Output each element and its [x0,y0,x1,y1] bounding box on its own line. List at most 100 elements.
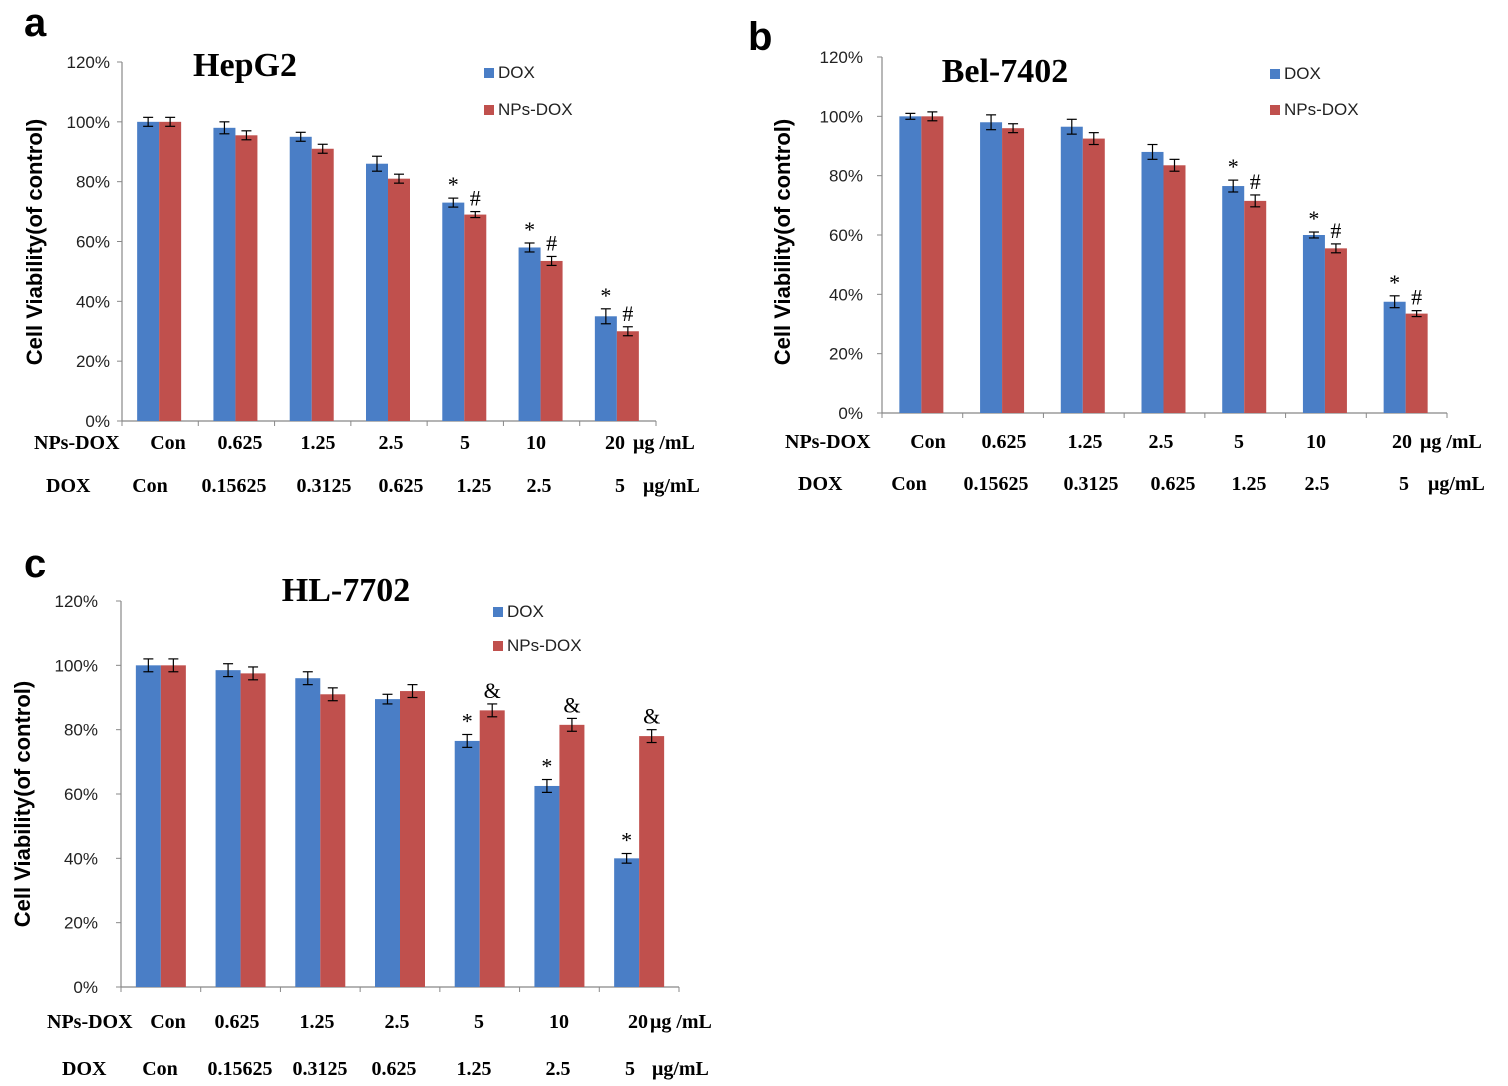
panel-b-y-tick-label: 60% [829,226,863,245]
panel-c-bar-nps-dox [320,694,346,987]
panel-a-row1-category: 1.25 [301,432,336,454]
panel-a-row2-category: 0.625 [379,475,424,497]
panel-b-row1-category: 2.5 [1149,431,1174,453]
panel-a-bar-dox [213,127,236,422]
panel-a-y-tick-label: 40% [76,292,110,311]
panel-c-row2-label: DOX [62,1058,107,1080]
panel-b-y-tick-label: 80% [829,167,863,186]
panel-b-row2-category: 1.25 [1232,473,1267,495]
panel-b-bar-dox [1060,126,1083,413]
panel-b-row2-category: 2.5 [1305,473,1330,495]
panel-a-bar-dox [442,202,465,421]
panel-c-y-tick-label: 60% [64,785,98,804]
panel-a-bar-nps-dox [540,260,563,421]
panel-c-row1-unit: μg /mL [650,1011,712,1033]
panel-a-significance-mark: * [524,217,535,242]
panel-a-bar-nps-dox [464,214,487,421]
panel-c-row2-category: 2.5 [546,1058,571,1080]
panel-c-row1-category: 20 [628,1011,648,1033]
panel-a-row2-unit: μg/mL [643,475,700,497]
panel-c-bar-dox [375,699,400,987]
panel-b-y-tick-label: 20% [829,345,863,364]
panel-b-row2-category: 5 [1399,473,1409,495]
panel-a-significance-mark: # [622,301,633,326]
panel-b-significance-mark: # [1330,218,1341,243]
panel-c-y-tick-label: 120% [55,592,98,611]
panel-b-y-tick-label: 100% [820,107,863,126]
panel-a-row1-category: 0.625 [218,432,263,454]
panel-a-row1-category: Con [150,432,186,454]
panel-b-letter: b [748,15,772,59]
panel-c-y-tick-label: 40% [64,849,98,868]
panel-b-bar-dox [1302,235,1325,413]
panel-c-significance-mark: * [462,708,473,733]
panel-a-row2-label: DOX [46,475,91,497]
panel-a-y-tick-label: 100% [67,113,110,132]
panel-c-bar-dox [295,678,321,987]
panel-b-y-tick-label: 0% [838,404,863,423]
panel-a-bar-dox [137,121,160,421]
panel-a-bar-dox [289,136,312,421]
panel-b-bar-dox [1383,301,1406,413]
panel-b-row1-category: 20 [1392,431,1412,453]
panel-c-row2-category: 0.15625 [208,1058,273,1080]
panel-b-y-tick-label: 120% [820,48,863,67]
panel-c-row1-label: NPs-DOX [47,1011,133,1033]
panel-a-bar-nps-dox [235,135,258,421]
panel-b-legend-swatch-nps-dox [1270,105,1280,115]
panel-c-row1-category: 5 [474,1011,484,1033]
panel-b-row2-category: 0.3125 [1064,473,1119,495]
panel-c-row2-category: Con [142,1058,178,1080]
panel-b-row1-category: 5 [1234,431,1244,453]
panel-b-significance-mark: # [1411,285,1422,310]
panel-b-row2-label: DOX [798,473,843,495]
panel-a-row1-label: NPs-DOX [34,432,120,454]
panel-c-legend-swatch-dox [493,607,503,617]
panel-a-legend-swatch-nps-dox [484,105,494,115]
panel-a-bar-dox [366,163,388,421]
panel-a-y-tick-label: 60% [76,233,110,252]
panel-b-significance-mark: * [1228,154,1239,179]
panel-c-row1-category: 1.25 [300,1011,335,1033]
panel-c-significance-mark: & [563,692,580,717]
panel-b-legend-label-nps-dox: NPs-DOX [1284,100,1359,119]
panel-a-row1-category: 20 [605,432,625,454]
panel-a-significance-mark: * [600,283,611,308]
panel-c-row2-unit: μg/mL [652,1058,709,1080]
panel-a-legend-swatch-dox [484,68,494,78]
panel-b-bar-dox [899,116,922,413]
panel-c-bar-nps-dox [240,673,266,987]
panel-b-legend-swatch-dox [1270,69,1280,79]
panel-a-y-axis-label: Cell Viability(of control) [22,119,47,366]
panel-a-row2-category: 0.15625 [202,475,267,497]
panel-a-bar-nps-dox [311,148,334,421]
panel-c-bar-nps-dox [160,665,186,987]
panel-c-row2-category: 1.25 [457,1058,492,1080]
panel-c-bar-dox [135,665,161,987]
panel-b-legend-label-dox: DOX [1284,64,1321,83]
panel-b-row1-category: 10 [1306,431,1326,453]
panel-c-row1-category: 0.625 [215,1011,260,1033]
panel-c-bar-dox [614,858,640,987]
panel-c-bar-nps-dox [479,710,505,987]
panel-b-bar-dox [1141,151,1164,413]
panel-b-bar-nps-dox [921,116,944,413]
panel-a-row2-category: Con [132,475,168,497]
panel-c-significance-mark: & [643,704,660,729]
panel-b-significance-mark: * [1389,270,1400,295]
panel-c-y-tick-label: 80% [64,721,98,740]
panel-b-row1-category: 1.25 [1068,431,1103,453]
panel-c-y-axis-label: Cell Viability(of control) [10,681,35,928]
panel-b-y-axis-label: Cell Viability(of control) [770,119,795,366]
panel-b-row1-category: 0.625 [982,431,1027,453]
panel-a-y-tick-label: 0% [85,412,110,431]
panel-b-y-tick-label: 40% [829,285,863,304]
panel-a-row2-category: 5 [615,475,625,497]
panel-a-significance-mark: # [470,186,481,211]
panel-a-significance-mark: * [448,172,459,197]
panel-c-significance-mark: * [541,754,552,779]
panel-a-row2-category: 1.25 [457,475,492,497]
panel-c-legend-label-nps-dox: NPs-DOX [507,636,582,655]
panel-c-bar-nps-dox [559,724,585,987]
